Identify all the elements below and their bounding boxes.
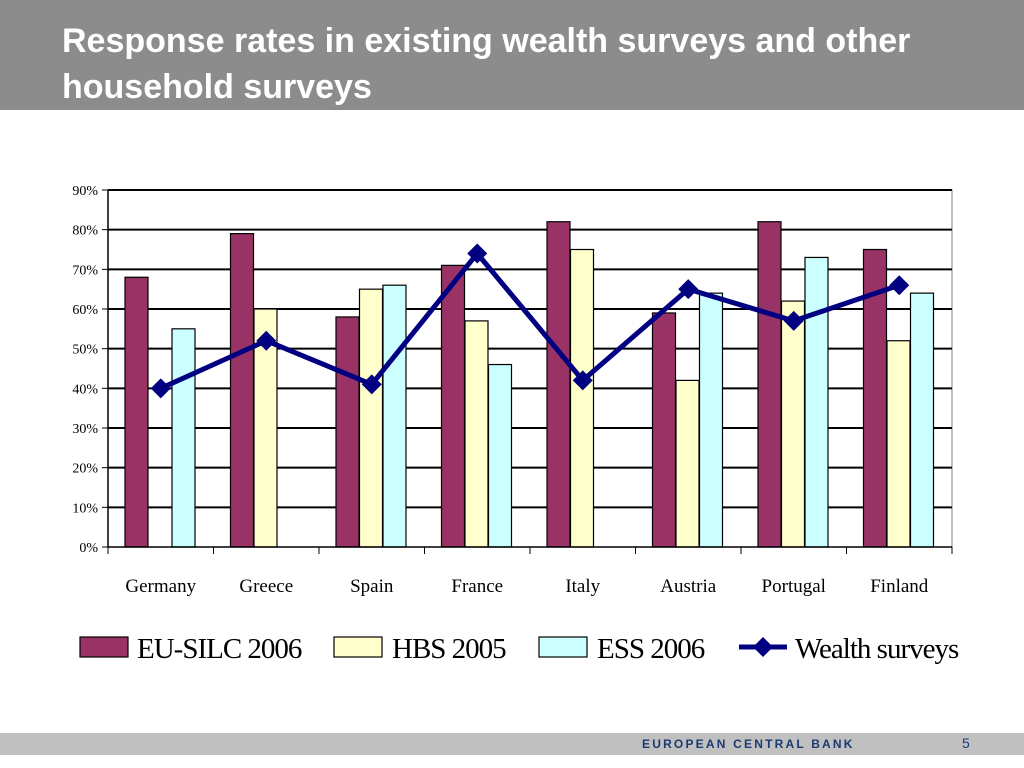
line-marker — [150, 378, 171, 399]
line-marker — [678, 279, 699, 300]
bar — [440, 264, 466, 548]
slide-title: Response rates in existing wealth survey… — [62, 22, 911, 106]
x-tick-label: Austria — [660, 576, 717, 597]
legend-label: ESS 2006 — [597, 633, 705, 665]
legend-label: Wealth surveys — [795, 633, 959, 665]
line-marker — [572, 370, 593, 391]
line-marker — [256, 330, 277, 351]
y-tick-label: 80% — [72, 224, 98, 239]
x-tick-label: Greece — [239, 576, 293, 597]
bar — [382, 284, 407, 548]
bar — [909, 292, 935, 548]
bar — [358, 288, 384, 548]
legend-swatch — [538, 636, 588, 658]
chart: 0% 10% 20% 30% 40% 50% 60% 70% 80% 90% Germany Gree… — [72, 184, 960, 665]
y-tick-label: 30% — [72, 422, 98, 437]
bar — [124, 276, 149, 548]
line-marker — [467, 243, 488, 264]
x-tick-label: Italy — [565, 576, 600, 597]
bar — [464, 320, 489, 548]
bar — [757, 221, 782, 548]
y-tick-label: 50% — [72, 343, 98, 358]
y-tick-label: 40% — [72, 382, 98, 397]
x-tick-label: Germany — [125, 576, 196, 597]
legend-label: HBS 2005 — [392, 633, 506, 665]
y-tick-label: 20% — [72, 462, 98, 477]
bar — [651, 312, 677, 548]
bar — [487, 363, 513, 548]
y-tick-label: 10% — [72, 501, 98, 516]
line-marker — [361, 374, 382, 395]
legend-swatch — [333, 636, 383, 658]
y-tick-label: 70% — [72, 263, 98, 278]
line-marker — [889, 275, 910, 296]
axis-layer: 0% 10% 20% 30% 40% 50% 60% 70% 80% 90% Germany Gree… — [72, 184, 953, 597]
bar — [229, 233, 255, 548]
bar — [780, 300, 806, 548]
series-line — [159, 250, 901, 391]
bar — [886, 340, 911, 548]
x-tick-label: Finland — [870, 576, 929, 597]
bar — [698, 292, 724, 548]
page-number: 5 — [962, 735, 970, 751]
x-tick-label: Spain — [350, 576, 394, 597]
legend-swatch — [79, 636, 129, 658]
title-banner: Response rates in existing wealth survey… — [0, 0, 1024, 110]
x-tick-label: Portugal — [762, 576, 826, 597]
line-marker — [783, 310, 804, 331]
y-tick-label: 90% — [72, 184, 98, 199]
y-tick-label: 60% — [72, 303, 98, 318]
bar — [804, 256, 829, 548]
y-tick-label: 0% — [79, 541, 98, 556]
bars-layer — [124, 221, 935, 548]
x-tick-label: France — [451, 576, 503, 597]
bar — [546, 221, 571, 548]
bar — [569, 248, 595, 548]
line-layer — [150, 243, 910, 399]
legend: EU-SILC 2006 HBS 2005 ESS 2006 Wealth surve… — [79, 633, 960, 665]
legend-marker — [753, 637, 773, 657]
bar — [171, 328, 196, 548]
bar — [335, 316, 360, 548]
legend-label: EU-SILC 2006 — [137, 633, 302, 665]
bar — [675, 379, 700, 548]
footer-bar — [0, 733, 1024, 755]
footer-brand: EUROPEAN CENTRAL BANK — [642, 737, 855, 751]
